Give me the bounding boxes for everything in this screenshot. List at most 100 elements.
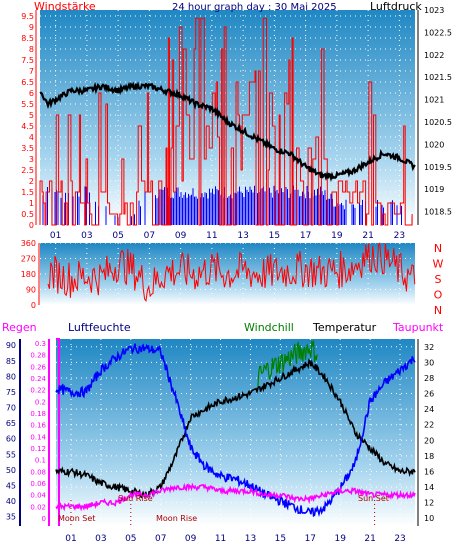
x-tick-label: 15 — [269, 231, 280, 241]
left-tick-label: 2 — [29, 177, 34, 186]
compass-label: N — [434, 304, 442, 317]
direction-tick-label: 90 — [26, 286, 36, 295]
x-tick-label: 19 — [331, 231, 343, 241]
temperature-tick-label: 26 — [424, 390, 434, 399]
direction-tick-label: 0 — [31, 301, 36, 310]
rain-tick-label: 0.1 — [35, 457, 46, 465]
temperature-axes: 01 03 05 07 09 11 13 15 17 19 21 23 10 12 14 16 18 20 22 24… — [6, 339, 434, 544]
x-tick-label: 09 — [175, 231, 187, 241]
wind-pressure-axes: 01 03 05 07 09 11 13 15 17 19 21 23 0 0.5 1 1.5 2 2.5 3 3.5… — [21, 6, 452, 241]
left-tick-label: 7.5 — [21, 56, 34, 65]
left-tick-label: 4.5 — [21, 122, 34, 131]
temperature-tick-label: 18 — [424, 452, 434, 461]
temperature-tick-label: 28 — [424, 374, 434, 383]
x-tick-label: 13 — [237, 231, 248, 241]
x-tick-label: 15 — [275, 534, 286, 544]
annotation-sun-set: Sun Set — [358, 494, 389, 503]
left-tick-label: 7 — [29, 67, 34, 76]
x-tick-label: 17 — [305, 534, 316, 544]
temperature-tick-label: 16 — [424, 467, 434, 476]
temperature-tick-label: 10 — [424, 514, 434, 523]
temperature-tick-label: 22 — [424, 421, 434, 430]
left-tick-label: 9.5 — [21, 12, 34, 21]
x-tick-label: 11 — [206, 231, 217, 241]
compass-label: W — [433, 258, 444, 271]
left-tick-label: 8 — [29, 45, 34, 54]
right-tick-label: 1019.5 — [424, 163, 452, 172]
left-tick-label: 0 — [29, 221, 34, 230]
x-tick-label: 23 — [394, 534, 405, 544]
x-tick-label: 07 — [144, 231, 155, 241]
right-tick-label: 1018.5 — [424, 208, 452, 217]
x-tick-label: 17 — [300, 231, 311, 241]
direction-tick-label: 360 — [21, 239, 36, 248]
humidity-tick-label: 40 — [6, 497, 16, 506]
x-tick-label: 03 — [95, 534, 106, 544]
compass-label: O — [434, 289, 443, 302]
right-tick-label: 1022.5 — [424, 28, 452, 37]
temperature-tick-label: 14 — [424, 483, 434, 492]
rain-tick-label: 0.02 — [30, 503, 46, 511]
rain-tick-label: 0.3 — [35, 340, 46, 348]
rain-tick-label: 0.06 — [30, 480, 46, 488]
right-tick-label: 1021 — [424, 96, 444, 105]
right-tick-label: 1023 — [424, 6, 444, 15]
rain-tick-label: 0.28 — [30, 352, 46, 360]
annotation-moon-set: Moon Set — [58, 514, 95, 523]
left-tick-label: 9 — [29, 23, 34, 32]
left-tick-label: 3 — [29, 155, 34, 164]
humidity-tick-label: 75 — [6, 388, 16, 397]
temperature-tick-label: 20 — [424, 436, 434, 445]
rain-tick-label: 0.08 — [30, 468, 46, 476]
humidity-tick-label: 80 — [6, 372, 16, 381]
wind-pressure-marks — [39, 17, 416, 226]
x-tick-label: 01 — [65, 534, 76, 544]
right-tick-label: 1019 — [424, 185, 444, 194]
windchill-line — [257, 340, 318, 387]
direction-tick-label: 180 — [21, 270, 36, 279]
humidity-tick-label: 50 — [6, 466, 16, 475]
compass-label: S — [435, 273, 442, 286]
left-tick-label: 3.5 — [21, 144, 34, 153]
humidity-tick-label: 70 — [6, 404, 16, 413]
temperature-line — [55, 358, 416, 499]
rain-tick-label: 0.04 — [30, 492, 46, 500]
x-tick-label: 05 — [125, 534, 136, 544]
humidity-tick-label: 55 — [6, 450, 16, 459]
annotation-sun-rise: Sun Rise — [118, 494, 153, 503]
rain-tick-label: 0.24 — [30, 375, 46, 383]
humidity-line — [55, 343, 416, 518]
rain-tick-label: 0.12 — [30, 445, 46, 453]
x-tick-label: 03 — [81, 231, 92, 241]
right-tick-label: 1021.5 — [424, 73, 452, 82]
label-windchill: Windchill — [244, 321, 294, 334]
left-label-windstaerke: Windstärke — [34, 0, 96, 13]
temperature-tick-label: 30 — [424, 358, 434, 367]
temperature-tick-label: 24 — [424, 405, 434, 414]
label-luftfeuchte: Luftfeuchte — [68, 321, 131, 334]
rain-tick-label: 0.22 — [30, 387, 46, 395]
x-tick-label: 09 — [185, 534, 197, 544]
left-tick-label: 0.5 — [21, 210, 34, 219]
rain-tick-label: 0 — [42, 515, 46, 523]
humidity-tick-label: 45 — [6, 481, 16, 490]
label-taupunkt: Taupunkt — [392, 321, 444, 334]
left-tick-label: 8.5 — [21, 34, 34, 43]
rain-tick-label: 0.16 — [30, 422, 46, 430]
left-tick-label: 6 — [29, 89, 34, 98]
wind-pressure-grid — [40, 10, 415, 226]
right-label-luftdruck: Luftdruck — [370, 0, 422, 13]
left-tick-label: 2.5 — [21, 166, 34, 175]
temperature-tick-label: 12 — [424, 499, 434, 508]
wind-direction-marks — [47, 241, 416, 303]
wind-direction-trace — [47, 241, 416, 303]
label-temperatur: Temperatur — [312, 321, 377, 334]
x-tick-label: 01 — [50, 231, 61, 241]
rain-tick-label: 0.14 — [30, 433, 46, 441]
left-tick-label: 5 — [29, 111, 34, 120]
left-tick-label: 6.5 — [21, 78, 34, 87]
right-tick-label: 1020 — [424, 140, 444, 149]
right-tick-label: 1022 — [424, 51, 444, 60]
